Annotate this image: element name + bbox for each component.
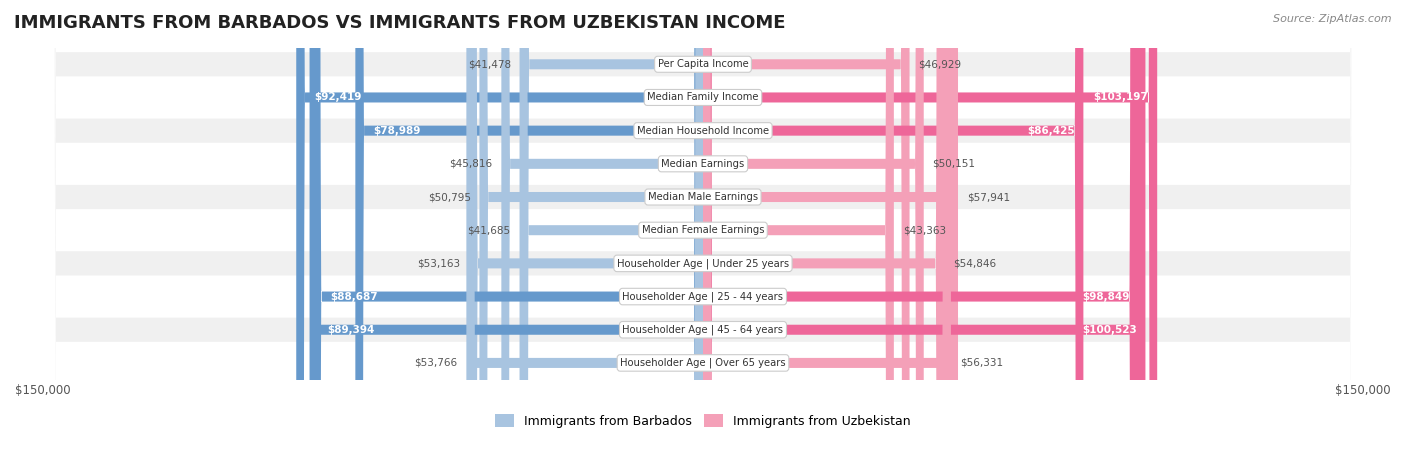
FancyBboxPatch shape (42, 0, 1364, 467)
Text: Median Earnings: Median Earnings (661, 159, 745, 169)
FancyBboxPatch shape (356, 0, 703, 467)
FancyBboxPatch shape (42, 0, 1364, 467)
FancyBboxPatch shape (42, 0, 1364, 467)
FancyBboxPatch shape (703, 0, 1084, 467)
FancyBboxPatch shape (42, 0, 1364, 467)
FancyBboxPatch shape (703, 0, 910, 467)
Text: Median Family Income: Median Family Income (647, 92, 759, 102)
Text: Source: ZipAtlas.com: Source: ZipAtlas.com (1274, 14, 1392, 24)
Text: $53,163: $53,163 (418, 258, 460, 269)
Text: $46,929: $46,929 (918, 59, 962, 69)
FancyBboxPatch shape (297, 0, 703, 467)
Text: Householder Age | 45 - 64 years: Householder Age | 45 - 64 years (623, 325, 783, 335)
Text: $56,331: $56,331 (960, 358, 1002, 368)
FancyBboxPatch shape (42, 0, 1364, 467)
Text: $50,795: $50,795 (427, 192, 471, 202)
Text: $43,363: $43,363 (903, 225, 946, 235)
FancyBboxPatch shape (520, 0, 703, 467)
FancyBboxPatch shape (703, 0, 950, 467)
FancyBboxPatch shape (42, 0, 1364, 467)
FancyBboxPatch shape (703, 0, 1157, 467)
Text: $92,419: $92,419 (314, 92, 361, 102)
Text: Median Female Earnings: Median Female Earnings (641, 225, 765, 235)
FancyBboxPatch shape (42, 0, 1364, 467)
FancyBboxPatch shape (520, 0, 703, 467)
Text: $88,687: $88,687 (330, 291, 378, 302)
FancyBboxPatch shape (502, 0, 703, 467)
FancyBboxPatch shape (42, 0, 1364, 467)
FancyBboxPatch shape (703, 0, 894, 467)
FancyBboxPatch shape (703, 0, 945, 467)
FancyBboxPatch shape (42, 0, 1364, 467)
FancyBboxPatch shape (703, 0, 957, 467)
Text: IMMIGRANTS FROM BARBADOS VS IMMIGRANTS FROM UZBEKISTAN INCOME: IMMIGRANTS FROM BARBADOS VS IMMIGRANTS F… (14, 14, 786, 32)
FancyBboxPatch shape (42, 0, 1364, 467)
FancyBboxPatch shape (703, 0, 1146, 467)
Text: $89,394: $89,394 (328, 325, 374, 335)
Text: Householder Age | 25 - 44 years: Householder Age | 25 - 44 years (623, 291, 783, 302)
Text: $41,478: $41,478 (468, 59, 512, 69)
FancyBboxPatch shape (309, 0, 703, 467)
Text: $98,849: $98,849 (1081, 291, 1129, 302)
FancyBboxPatch shape (470, 0, 703, 467)
Text: $50,151: $50,151 (932, 159, 976, 169)
FancyBboxPatch shape (703, 0, 924, 467)
FancyBboxPatch shape (703, 0, 1137, 467)
Text: $86,425: $86,425 (1026, 126, 1074, 135)
FancyBboxPatch shape (479, 0, 703, 467)
Text: $103,197: $103,197 (1094, 92, 1149, 102)
Text: $54,846: $54,846 (953, 258, 997, 269)
Legend: Immigrants from Barbados, Immigrants from Uzbekistan: Immigrants from Barbados, Immigrants fro… (491, 410, 915, 433)
Text: $100,523: $100,523 (1081, 325, 1136, 335)
Text: Per Capita Income: Per Capita Income (658, 59, 748, 69)
FancyBboxPatch shape (312, 0, 703, 467)
Text: $57,941: $57,941 (967, 192, 1010, 202)
Text: $45,816: $45,816 (450, 159, 492, 169)
Text: Householder Age | Over 65 years: Householder Age | Over 65 years (620, 358, 786, 368)
Text: Median Male Earnings: Median Male Earnings (648, 192, 758, 202)
Text: $78,989: $78,989 (373, 126, 420, 135)
Text: Median Household Income: Median Household Income (637, 126, 769, 135)
FancyBboxPatch shape (467, 0, 703, 467)
Text: $53,766: $53,766 (415, 358, 457, 368)
Text: Householder Age | Under 25 years: Householder Age | Under 25 years (617, 258, 789, 269)
Text: $41,685: $41,685 (468, 225, 510, 235)
